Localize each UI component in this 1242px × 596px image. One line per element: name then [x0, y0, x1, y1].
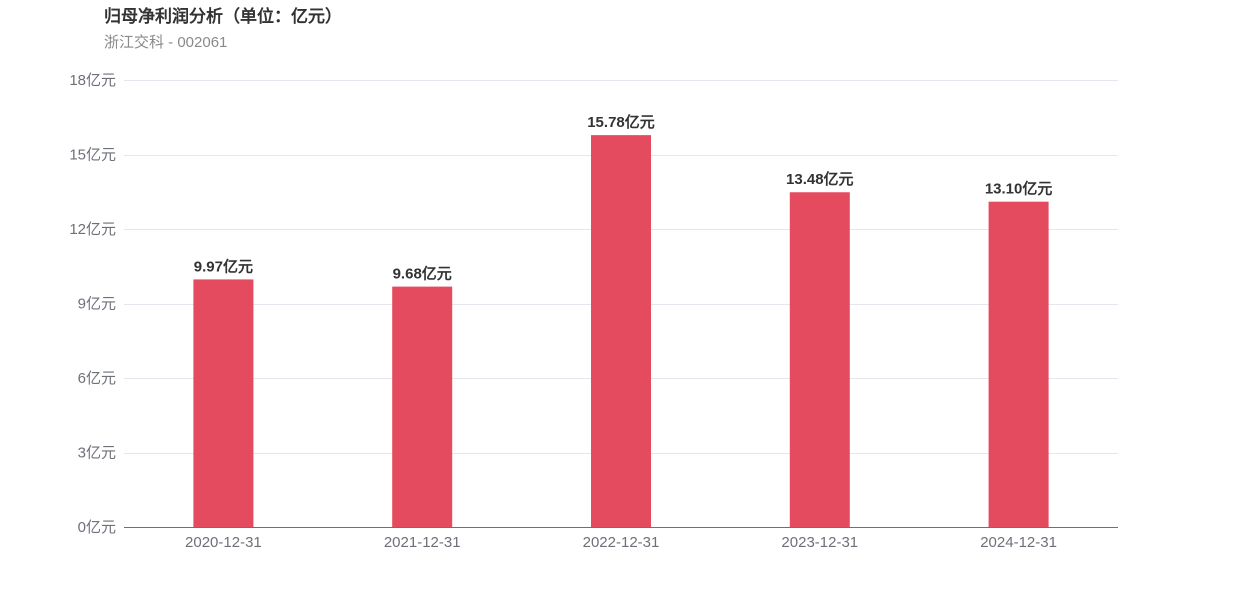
bar-value-label: 15.78亿元: [587, 113, 655, 131]
x-tick-label: 2023-12-31: [781, 534, 858, 551]
bar[interactable]: [988, 201, 1049, 527]
y-tick-label: 12亿元: [69, 221, 116, 238]
y-tick-label: 3亿元: [78, 445, 116, 462]
chart-subtitle: 浙江交科 - 002061: [104, 34, 228, 51]
bar[interactable]: [392, 286, 453, 527]
bar[interactable]: [193, 279, 254, 527]
y-tick-label: 0亿元: [78, 519, 116, 536]
chart-title: 归母净利润分析（单位：亿元）: [104, 7, 342, 26]
bar-value-labels: 9.97亿元 9.68亿元 15.78亿元 13.48亿元 13.10亿元: [194, 113, 1053, 282]
x-tick-label: 2021-12-31: [384, 534, 461, 551]
bar-value-label: 9.68亿元: [393, 265, 452, 283]
x-axis-ticks: 2020-12-31 2021-12-31 2022-12-31 2023-12-31…: [185, 534, 1057, 551]
bar-value-label: 9.97亿元: [194, 257, 253, 275]
bar-value-label: 13.10亿元: [985, 180, 1053, 198]
bar[interactable]: [591, 135, 651, 527]
bar-value-label: 13.48亿元: [786, 170, 854, 188]
bar[interactable]: [789, 192, 850, 527]
x-tick-label: 2020-12-31: [185, 534, 262, 551]
y-tick-label: 9亿元: [78, 296, 116, 313]
y-axis-ticks: 0亿元 3亿元 6亿元 9亿元 12亿元 15亿元 18亿元: [69, 72, 116, 536]
y-tick-label: 15亿元: [69, 147, 116, 164]
y-tick-label: 6亿元: [78, 370, 116, 387]
bars: [193, 135, 1049, 527]
x-tick-label: 2024-12-31: [980, 534, 1057, 551]
y-tick-label: 18亿元: [69, 72, 116, 89]
x-tick-label: 2022-12-31: [583, 534, 660, 551]
